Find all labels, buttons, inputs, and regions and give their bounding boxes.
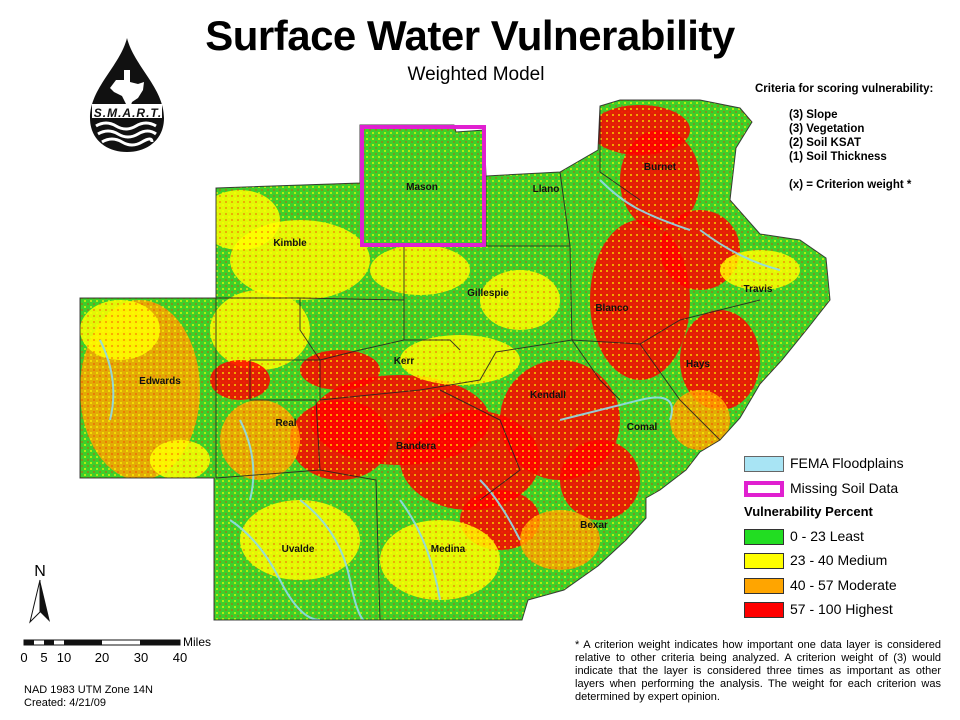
county-label-comal: Comal <box>627 422 658 433</box>
legend-label: 57 - 100 Highest <box>790 601 893 617</box>
moderate-swatch <box>744 578 784 594</box>
criteria-panel: Criteria for scoring vulnerability: (3) … <box>755 82 955 192</box>
highest-swatch <box>744 602 784 618</box>
created-date: Created: 4/21/09 <box>24 697 106 709</box>
medium-swatch <box>744 553 784 569</box>
scale-unit: Miles <box>183 635 211 649</box>
legend-label: 23 - 40 Medium <box>790 552 888 568</box>
page-title: Surface Water Vulnerability <box>205 12 735 59</box>
county-label-uvalde: Uvalde <box>282 544 315 555</box>
county-label-kerr: Kerr <box>394 356 415 367</box>
legend-class-highest: 57 - 100 Highest <box>740 600 960 620</box>
county-label-mason: Mason <box>406 182 438 193</box>
scale-tick: 0 <box>20 650 27 665</box>
county-label-travis: Travis <box>744 284 773 295</box>
projection-text: NAD 1983 UTM Zone 14N <box>24 684 153 696</box>
legend-item-fema: FEMA Floodplains <box>740 454 960 474</box>
north-arrow-icon: N <box>29 563 50 624</box>
county-label-llano: Llano <box>533 184 560 195</box>
county-label-gillespie: Gillespie <box>467 288 509 299</box>
scale-bar: Miles 0 5 10 20 30 40 <box>20 635 211 665</box>
county-label-blanco: Blanco <box>595 303 628 314</box>
criterion-slope: (3) Slope <box>789 109 838 121</box>
scale-tick: 20 <box>95 650 109 665</box>
scale-tick: 40 <box>173 650 187 665</box>
water-drop-texas-icon <box>90 38 164 152</box>
county-label-kimble: Kimble <box>273 238 307 249</box>
legend-class-least: 0 - 23 Least <box>740 527 960 547</box>
county-label-burnet: Burnet <box>644 162 677 173</box>
north-label: N <box>34 563 46 580</box>
logo-text: S.M.A.R.T. <box>93 106 163 120</box>
legend-label: 40 - 57 Moderate <box>790 577 897 593</box>
page-subtitle: Weighted Model <box>407 64 545 85</box>
criterion-soil-ksat: (2) Soil KSAT <box>789 137 861 149</box>
legend-label: Missing Soil Data <box>790 480 899 496</box>
county-label-kendall: Kendall <box>530 390 566 401</box>
legend-item-missing-soil: Missing Soil Data <box>740 479 960 499</box>
legend-class-medium: 23 - 40 Medium <box>740 551 960 571</box>
county-label-bandera: Bandera <box>396 441 436 452</box>
county-label-medina: Medina <box>431 544 466 555</box>
county-label-bexar: Bexar <box>580 520 608 531</box>
county-label-edwards: Edwards <box>139 376 181 387</box>
footnote: * A criterion weight indicates how impor… <box>575 639 941 703</box>
scale-tick: 5 <box>40 650 47 665</box>
vulnerability-area <box>520 105 600 155</box>
scale-tick: 30 <box>134 650 148 665</box>
least-swatch <box>744 529 784 545</box>
county-label-hays: Hays <box>686 359 710 370</box>
fema-swatch <box>744 456 784 472</box>
projection-info: NAD 1983 UTM Zone 14N Created: 4/21/09 <box>24 684 153 710</box>
criteria-note: (x) = Criterion weight * <box>789 179 912 191</box>
legend-heading: Vulnerability Percent <box>744 504 873 519</box>
criterion-vegetation: (3) Vegetation <box>789 123 865 135</box>
criterion-soil-thickness: (1) Soil Thickness <box>789 151 887 163</box>
missing-soil-swatch <box>744 481 784 497</box>
legend-label: 0 - 23 Least <box>790 528 864 544</box>
legend-class-moderate: 40 - 57 Moderate <box>740 576 960 596</box>
legend-label: FEMA Floodplains <box>790 455 904 471</box>
criteria-heading: Criteria for scoring vulnerability: <box>755 83 934 95</box>
scale-tick: 10 <box>57 650 71 665</box>
county-label-real: Real <box>275 418 296 429</box>
